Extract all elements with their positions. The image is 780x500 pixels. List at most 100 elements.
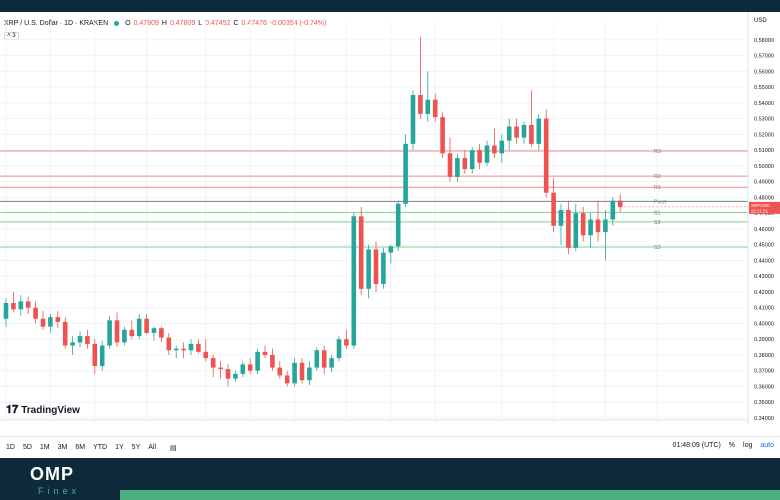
timeframe-3m[interactable]: 3M — [57, 444, 68, 451]
candle-body[interactable] — [499, 140, 505, 154]
candle-body[interactable] — [558, 210, 564, 226]
candle-body[interactable] — [344, 339, 349, 346]
timeframe-5d[interactable]: 5D — [22, 444, 32, 451]
candle-body[interactable] — [173, 348, 179, 351]
candle-body[interactable] — [521, 124, 527, 138]
candle-body[interactable] — [210, 358, 216, 368]
candle-body[interactable] — [551, 192, 556, 226]
candle-body[interactable] — [196, 343, 201, 352]
timeframe-5y[interactable]: 5Y — [131, 444, 141, 451]
symbol-title[interactable]: XRP / U.S. Dollar · 1D · KRAKEN — [4, 20, 109, 27]
candle-body[interactable] — [358, 216, 364, 289]
timeframe-1d[interactable]: 1D — [6, 444, 15, 451]
candle-body[interactable] — [388, 246, 394, 253]
date-range-icon[interactable]: ▤ — [170, 444, 177, 452]
clock-time[interactable]: 01:48:09 (UTC) — [672, 442, 721, 449]
candle-body[interactable] — [595, 219, 601, 233]
candle-body[interactable] — [566, 210, 571, 248]
candle-body[interactable] — [77, 336, 83, 343]
candle-body[interactable] — [610, 200, 616, 220]
candle-body[interactable] — [529, 124, 534, 144]
candle-body[interactable] — [136, 318, 142, 337]
candle-body[interactable] — [218, 367, 223, 370]
candle-body[interactable] — [151, 328, 157, 333]
candle-body[interactable] — [403, 143, 408, 204]
candle-body[interactable] — [573, 213, 579, 248]
price-chart[interactable]: R3 R2 R1 Pivot S1 S2 S3 USD 0.34000 0.35000 0.360… — [0, 12, 780, 424]
timeframe-1m[interactable]: 1M — [39, 444, 50, 451]
timeframe-1y[interactable]: 1Y — [115, 444, 124, 451]
candle-body[interactable] — [543, 118, 549, 193]
candle-body[interactable] — [366, 249, 371, 289]
candle-body[interactable] — [233, 373, 238, 379]
candle-body[interactable] — [292, 362, 297, 384]
candle-body[interactable] — [299, 362, 305, 381]
candle-body[interactable] — [447, 153, 453, 177]
timeframe-ytd[interactable]: YTD — [93, 444, 108, 451]
candle-body[interactable] — [240, 364, 246, 374]
candle-body[interactable] — [410, 95, 416, 144]
candle-body[interactable] — [469, 150, 475, 170]
candle-body[interactable] — [25, 301, 31, 308]
candle-body[interactable] — [40, 318, 46, 327]
candle-body[interactable] — [144, 318, 149, 333]
candle-body[interactable] — [492, 145, 497, 154]
candle-body[interactable] — [321, 350, 327, 368]
candle-body[interactable] — [18, 301, 24, 310]
candle-body[interactable] — [425, 99, 431, 114]
candle-body[interactable] — [484, 145, 490, 163]
candle-body[interactable] — [55, 317, 61, 322]
candle-body[interactable] — [307, 367, 312, 381]
candle-body[interactable] — [159, 328, 164, 338]
candle-body[interactable] — [277, 367, 283, 376]
candle-body[interactable] — [262, 351, 268, 355]
candle-body[interactable] — [432, 99, 438, 118]
candle-body[interactable] — [455, 158, 460, 177]
candle-body[interactable] — [477, 150, 482, 163]
candle-body[interactable] — [181, 348, 186, 351]
candle-body[interactable] — [129, 329, 135, 337]
candle-body[interactable] — [381, 252, 386, 285]
candle-body[interactable] — [247, 364, 253, 371]
candle-body[interactable] — [270, 354, 275, 368]
candle-body[interactable] — [351, 216, 357, 346]
candle-body[interactable] — [3, 302, 9, 319]
candle-body[interactable] — [166, 337, 172, 351]
candle-body[interactable] — [33, 307, 38, 319]
auto-toggle[interactable]: auto — [760, 442, 774, 449]
candle-body[interactable] — [107, 320, 112, 346]
candle-body[interactable] — [62, 321, 68, 346]
candle-body[interactable] — [114, 320, 120, 343]
candle-body[interactable] — [373, 249, 379, 285]
candle-body[interactable] — [603, 219, 608, 233]
candle-body[interactable] — [11, 302, 16, 310]
candle-body[interactable] — [122, 329, 127, 343]
candle-body[interactable] — [203, 351, 209, 359]
candle-body[interactable] — [462, 158, 468, 170]
candle-body[interactable] — [418, 95, 423, 114]
candle-body[interactable] — [255, 351, 260, 371]
candle-body[interactable] — [536, 118, 542, 144]
candle-body[interactable] — [70, 342, 75, 346]
candle-body[interactable] — [617, 200, 623, 207]
candle-body[interactable] — [336, 339, 342, 359]
candle-body[interactable] — [514, 126, 519, 138]
candle-body[interactable] — [85, 336, 90, 344]
candle-body[interactable] — [440, 117, 445, 154]
candle-body[interactable] — [580, 213, 586, 236]
timeframe-all[interactable]: All — [148, 444, 157, 451]
candle-body[interactable] — [284, 375, 290, 384]
timeframe-6m[interactable]: 6M — [75, 444, 86, 451]
candle-body[interactable] — [506, 126, 512, 141]
candle-body[interactable] — [48, 317, 53, 327]
candle-body[interactable] — [99, 345, 105, 367]
candle-body[interactable] — [92, 343, 98, 367]
candle-body[interactable] — [395, 203, 401, 247]
candle-body[interactable] — [588, 219, 593, 236]
candle-body[interactable] — [329, 358, 334, 368]
tradingview-logo[interactable]: 𝟏𝟕 TradingView — [6, 404, 80, 417]
log-toggle[interactable]: log — [743, 442, 753, 449]
percent-toggle[interactable]: % — [728, 442, 736, 449]
candle-body[interactable] — [314, 350, 320, 368]
candle-body[interactable] — [188, 343, 194, 351]
